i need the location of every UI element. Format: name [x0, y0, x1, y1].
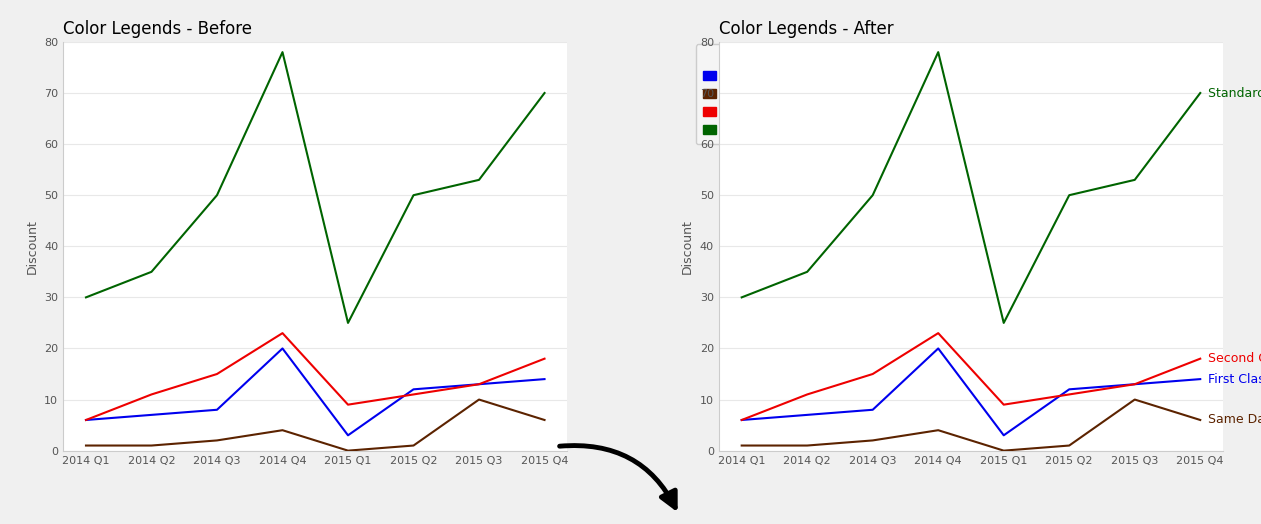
Text: Second Class: Second Class — [1208, 352, 1261, 365]
Text: First Class: First Class — [1208, 373, 1261, 386]
Text: Color Legends - Before: Color Legends - Before — [63, 19, 252, 38]
Y-axis label: Discount: Discount — [25, 219, 39, 274]
Legend: First Class, Same Day, Second Class, Standard Class: First Class, Same Day, Second Class, Sta… — [696, 44, 823, 144]
Text: Color Legends - After: Color Legends - After — [719, 19, 893, 38]
Text: Standard Class: Standard Class — [1208, 86, 1261, 100]
Text: Same Day: Same Day — [1208, 413, 1261, 427]
Y-axis label: Discount: Discount — [681, 219, 695, 274]
